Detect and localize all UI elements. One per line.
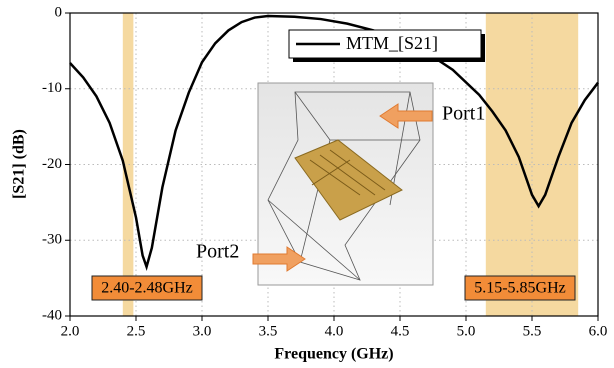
y-tick-label: -40: [42, 307, 62, 323]
x-tick-label: 5.0: [457, 323, 476, 339]
x-tick-label: 3.5: [259, 323, 278, 339]
y-tick-label: -10: [42, 80, 62, 96]
x-tick-label: 2.5: [127, 323, 146, 339]
y-tick-label: -20: [42, 156, 62, 172]
y-axis-label: [S21] (dB): [11, 129, 28, 199]
x-axis-label: Frequency (GHz): [274, 346, 393, 363]
x-tick-label: 2.0: [61, 323, 80, 339]
y-tick-label: 0: [55, 4, 63, 20]
chart: Port1 Port2 MTM_[S21] Frequency (GHz) [S…: [0, 0, 614, 368]
band-label: 5.15-5.85GHz: [474, 280, 566, 297]
annotation: Port2: [196, 241, 239, 263]
x-tick-label: 3.0: [193, 323, 212, 339]
band-label: 2.40-2.48GHz: [101, 280, 193, 297]
x-tick-label: 6.0: [589, 323, 608, 339]
x-tick-label: 4.5: [391, 323, 410, 339]
legend-label: MTM_[S21]: [346, 33, 438, 53]
legend: MTM_[S21]: [289, 30, 485, 62]
x-tick-label: 5.5: [523, 323, 542, 339]
x-tick-label: 4.0: [325, 323, 344, 339]
annotation: Port1: [442, 103, 485, 125]
y-tick-label: -30: [42, 232, 62, 248]
